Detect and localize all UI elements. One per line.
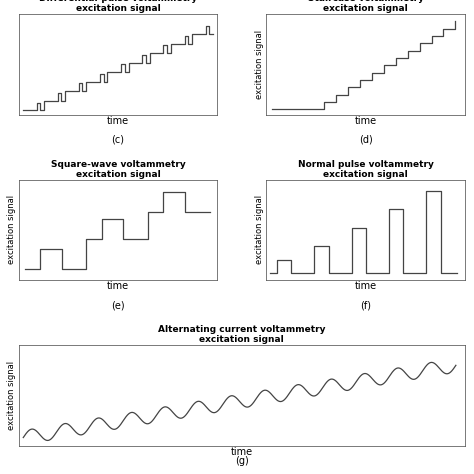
Title: Staircase voltammetry
excitation signal: Staircase voltammetry excitation signal (308, 0, 423, 13)
Y-axis label: excitation signal: excitation signal (255, 30, 264, 99)
Text: (g): (g) (235, 456, 249, 465)
X-axis label: time: time (107, 116, 129, 126)
Y-axis label: excitation signal: excitation signal (7, 361, 16, 430)
X-axis label: time: time (231, 447, 253, 457)
X-axis label: time: time (355, 282, 376, 292)
Text: (e): (e) (111, 300, 125, 310)
Title: Alternating current voltammetry
excitation signal: Alternating current voltammetry excitati… (158, 325, 326, 345)
Y-axis label: excitation signal: excitation signal (7, 195, 16, 264)
Title: Square-wave voltammetry
excitation signal: Square-wave voltammetry excitation signa… (51, 160, 185, 179)
Text: (f): (f) (360, 300, 371, 310)
Y-axis label: excitation signal: excitation signal (255, 195, 264, 264)
Title: Normal pulse voltammetry
excitation signal: Normal pulse voltammetry excitation sign… (298, 160, 433, 179)
X-axis label: time: time (355, 116, 376, 126)
X-axis label: time: time (107, 282, 129, 292)
Text: (d): (d) (359, 135, 373, 145)
Text: (c): (c) (111, 135, 125, 145)
Title: Differential-pulse voltammetry
excitation signal: Differential-pulse voltammetry excitatio… (39, 0, 197, 13)
